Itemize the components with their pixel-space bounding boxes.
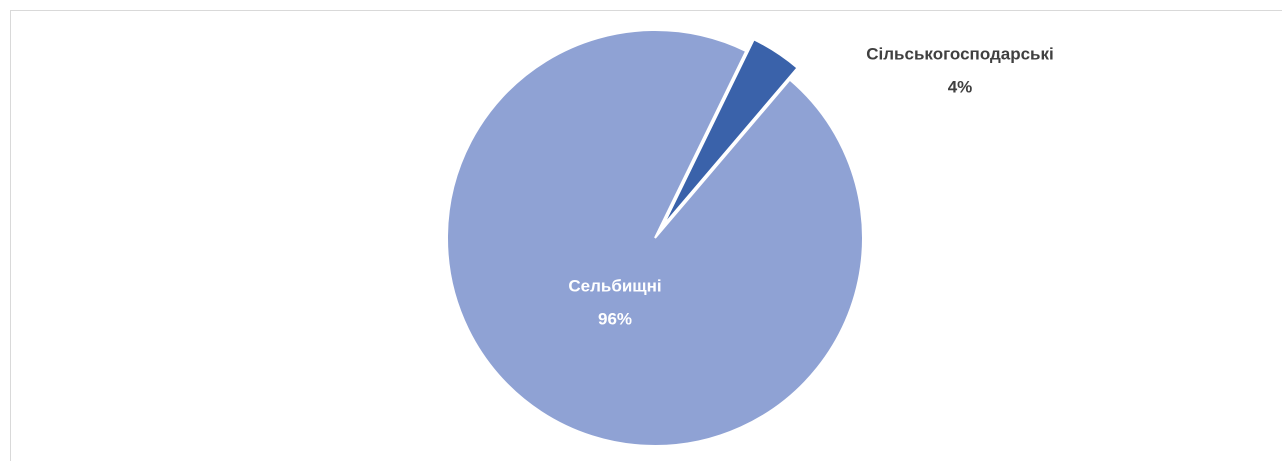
value-label: 96% — [598, 309, 632, 328]
pie-slice — [661, 37, 799, 227]
category-label: Сельбищні — [568, 276, 661, 295]
category-label: Сільськогосподарські — [866, 44, 1054, 63]
value-label: 4% — [948, 77, 973, 96]
pie-slice — [446, 29, 864, 447]
